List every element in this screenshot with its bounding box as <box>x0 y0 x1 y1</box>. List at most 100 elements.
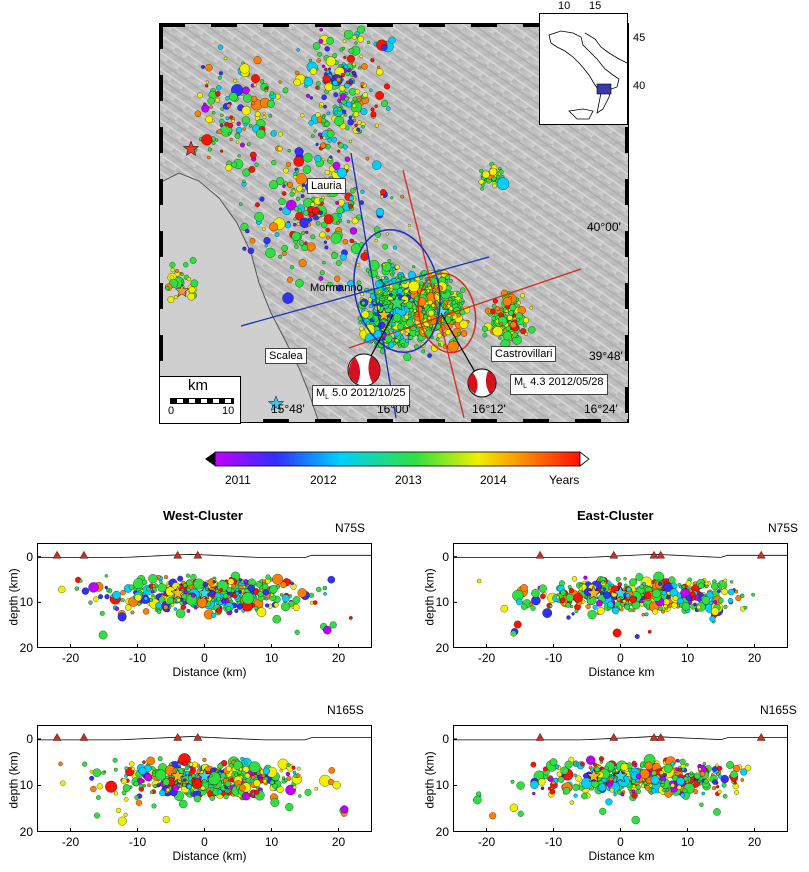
epicenter <box>268 113 273 118</box>
epicenter <box>391 271 395 275</box>
hypocenter <box>322 585 328 591</box>
depth-section-plot <box>453 725 788 832</box>
hypocenter <box>146 756 156 766</box>
epicenter <box>236 121 241 126</box>
hypocenter <box>715 763 719 767</box>
epicenter <box>234 133 241 139</box>
mainshock-star <box>170 585 186 600</box>
epicenter <box>380 295 384 299</box>
epicenter <box>269 180 279 190</box>
hypocenter <box>718 597 724 604</box>
x-tick-label: -10 <box>544 835 563 849</box>
hypocenter <box>226 765 232 772</box>
event-text-east: 4.3 2012/05/28 <box>530 376 604 388</box>
epicenter <box>264 88 269 93</box>
hypocenter <box>243 579 249 584</box>
hypocenter <box>644 612 649 617</box>
hypocenter <box>606 782 612 788</box>
hypocenter <box>551 780 556 785</box>
epicenter <box>229 137 233 142</box>
epicenter <box>388 292 393 297</box>
hypocenter <box>681 584 686 589</box>
hypocenter <box>113 791 118 796</box>
epicenter <box>317 132 323 137</box>
epicenter <box>375 91 384 100</box>
epicenter <box>313 129 317 133</box>
epicenter <box>262 115 267 120</box>
hypocenter <box>704 581 709 586</box>
hypocenter <box>642 581 646 586</box>
epicenter <box>351 34 357 40</box>
hypocenter <box>242 779 247 783</box>
mainshock-star <box>613 768 628 783</box>
hypocenter <box>740 778 745 782</box>
scale-bar: km 0 10 <box>159 376 241 424</box>
hypocenter <box>112 590 121 600</box>
hypocenter <box>226 789 231 794</box>
hypocenter <box>677 582 682 587</box>
hypocenter <box>670 761 676 767</box>
scale-bar-tick-10: 10 <box>222 405 235 417</box>
hypocenter <box>304 788 312 796</box>
epicenter <box>253 56 262 65</box>
epicenter <box>297 208 302 213</box>
hypocenter <box>157 756 163 762</box>
scale-bar-tick-0: 0 <box>168 405 175 417</box>
hypocenter <box>269 585 278 594</box>
epicenter <box>376 65 381 69</box>
epicenter <box>287 148 291 153</box>
epicenter <box>370 107 375 112</box>
hypocenter <box>328 778 335 786</box>
epicenter <box>480 187 484 191</box>
hypocenter <box>676 777 685 786</box>
epicenter <box>253 83 257 87</box>
star-marker <box>174 283 190 298</box>
hypocenter <box>89 775 95 781</box>
hypocenter <box>122 784 131 792</box>
hypocenter <box>190 573 197 581</box>
epicenter <box>383 291 388 297</box>
hypocenter <box>142 608 150 615</box>
epicenter <box>342 39 347 44</box>
hypocenter <box>182 778 187 782</box>
hypocenter <box>202 757 207 762</box>
epicenter <box>352 103 357 108</box>
epicenter <box>413 309 417 313</box>
star-marker <box>387 293 407 311</box>
hypocenter <box>196 774 200 779</box>
hypocenter <box>238 578 242 582</box>
hypocenter <box>92 768 102 777</box>
hypocenter <box>587 609 597 620</box>
epicenter <box>265 247 276 258</box>
epicenter <box>388 36 396 44</box>
hypocenter <box>581 777 593 789</box>
hypocenter <box>93 596 99 602</box>
hypocenter <box>186 608 191 613</box>
epicenter <box>181 279 185 283</box>
hypocenter <box>685 594 693 602</box>
east-cluster-title: East-Cluster <box>577 508 654 523</box>
epicenter <box>323 240 328 244</box>
hypocenter <box>566 615 571 620</box>
epicenter <box>312 207 320 215</box>
epicenter <box>306 242 316 252</box>
hypocenter <box>58 585 66 594</box>
hypocenter <box>740 768 748 776</box>
epicenter <box>346 101 352 108</box>
hypocenter <box>575 775 582 782</box>
x-tick-label: -20 <box>61 651 80 665</box>
distance-axis-label: Distance km <box>588 665 655 679</box>
hypocenter <box>194 606 198 610</box>
epicenter <box>504 309 509 313</box>
hypocenter <box>598 756 604 762</box>
epicenter <box>492 183 497 189</box>
inset-lat-40: 40 <box>633 80 646 92</box>
hypocenter <box>225 605 232 612</box>
sicily-outline <box>568 108 594 120</box>
epicenter <box>296 48 300 52</box>
epicenter <box>360 108 368 116</box>
epicenter <box>498 336 502 340</box>
focal-mechanism-west <box>347 353 381 387</box>
hypocenter <box>262 779 268 784</box>
epicenter <box>205 80 209 84</box>
